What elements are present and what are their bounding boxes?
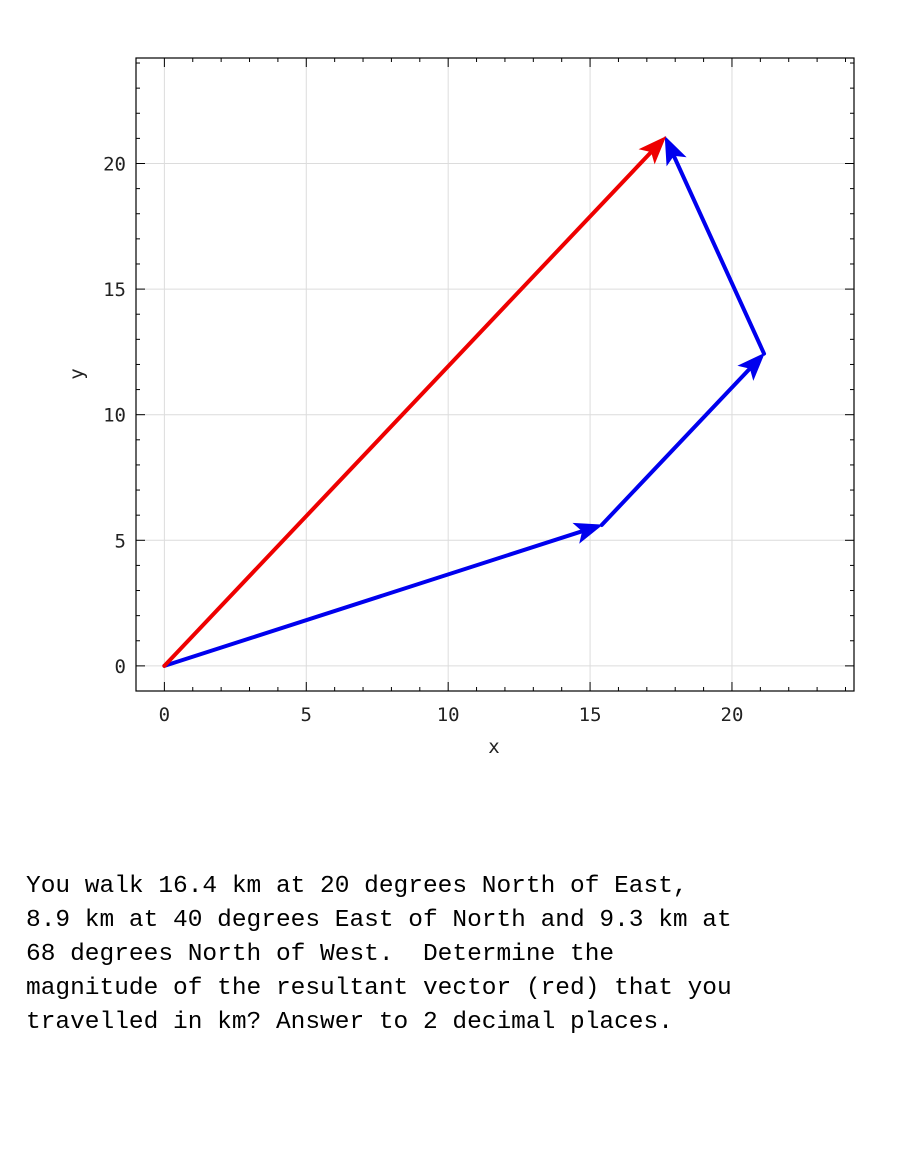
leg-vector-3-head xyxy=(664,135,687,167)
x-tick-label-20: 20 xyxy=(721,704,744,726)
leg-vector-1-shaft xyxy=(162,529,583,668)
y-tick-label-20: 20 xyxy=(103,154,126,176)
x-tick-label-0: 0 xyxy=(159,704,170,726)
tick-labels: 0 5 10 15 20 0 5 10 15 20 xyxy=(103,154,743,727)
leg-vector-1-head xyxy=(572,522,604,544)
leg-vector-2-shaft xyxy=(599,367,751,527)
vector-plot: 0 5 10 15 20 0 5 10 15 20 x y xyxy=(66,57,855,758)
y-axis-label: y xyxy=(66,368,88,379)
question-line-2: 8.9 km at 40 degrees East of North and 9… xyxy=(26,907,732,934)
leg-vector-1 xyxy=(162,522,604,668)
x-axis-label: x xyxy=(488,736,499,758)
vectors xyxy=(162,135,767,668)
plot-frame xyxy=(135,57,855,692)
question-line-4: magnitude of the resultant vector (red) … xyxy=(26,975,732,1002)
x-tick-label-15: 15 xyxy=(579,704,602,726)
resultant-vector-shaft xyxy=(162,151,653,668)
y-tick-label-5: 5 xyxy=(115,530,126,552)
resultant-vector xyxy=(162,136,667,668)
question-line-3: 68 degrees North of West. Determine the xyxy=(26,941,615,968)
leg-vector-3 xyxy=(664,135,767,356)
minor-ticks xyxy=(135,58,854,692)
y-tick-label-0: 0 xyxy=(115,656,126,678)
resultant-vector-head xyxy=(638,136,667,165)
question-line-5: travelled in km? Answer to 2 decimal pla… xyxy=(26,1009,673,1036)
x-tick-label-10: 10 xyxy=(437,704,460,726)
question-line-1: You walk 16.4 km at 20 degrees North of … xyxy=(26,873,688,900)
x-tick-label-5: 5 xyxy=(301,704,312,726)
leg-vector-3-shaft xyxy=(672,155,767,356)
grid xyxy=(136,58,854,691)
y-tick-label-15: 15 xyxy=(103,279,126,301)
leg-vector-2-head xyxy=(737,352,765,381)
leg-vector-2 xyxy=(599,352,765,527)
y-tick-label-10: 10 xyxy=(103,405,126,427)
question-text: You walk 16.4 km at 20 degrees North of … xyxy=(26,870,886,1040)
